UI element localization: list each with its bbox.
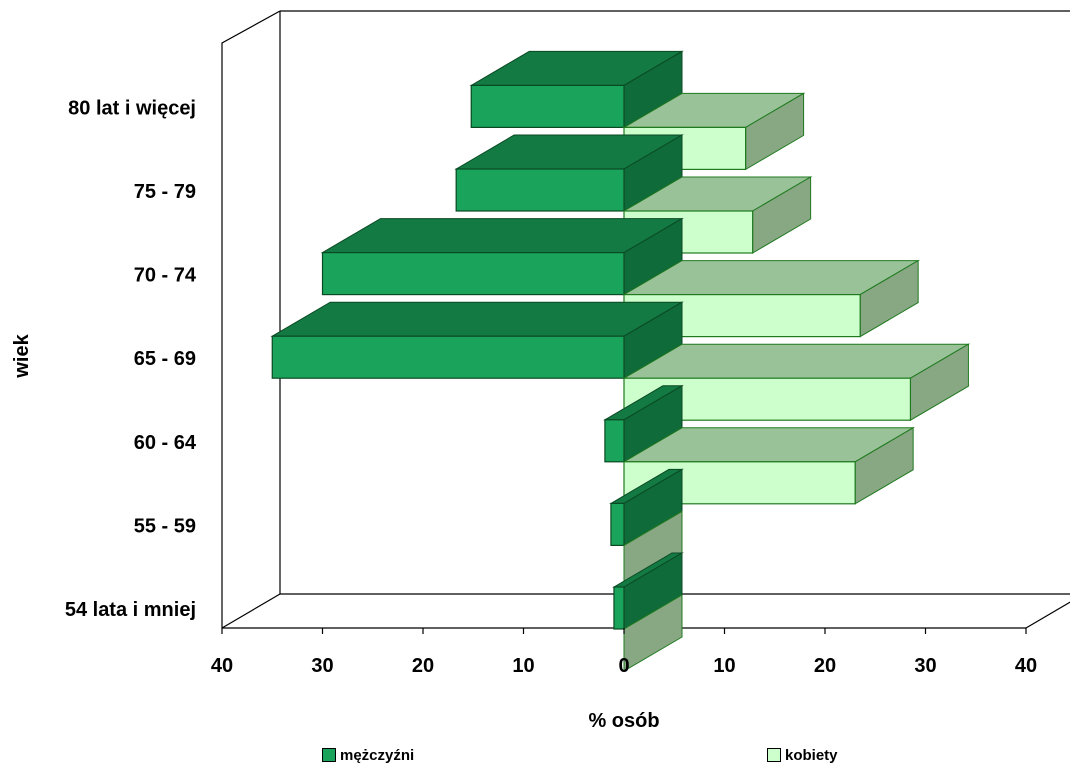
bar-men	[455, 168, 625, 212]
floor-right-edge	[1025, 601, 1070, 629]
bar-men-top	[270, 301, 684, 337]
legend-men-label: mężczyźni	[340, 746, 415, 764]
bar-women-top	[622, 343, 971, 379]
y-category-label: 65 - 69	[134, 348, 196, 370]
y-category-label: 70 - 74	[134, 265, 197, 287]
legend-women-swatch	[767, 748, 781, 762]
bar-men	[610, 502, 625, 546]
x-tick-label: 0	[618, 655, 629, 677]
legend-men-swatch	[322, 748, 336, 762]
bar-men	[613, 586, 625, 630]
chart-bars	[270, 50, 971, 672]
x-tick-label: 30	[914, 655, 936, 677]
y-category-label: 54 lata i mniej	[65, 599, 196, 621]
x-axis-ticks: 40 30 20 10 0 10 20 30 40	[211, 628, 1037, 677]
legend-women-label: kobiety	[785, 746, 838, 764]
x-tick-label: 20	[814, 655, 836, 677]
y-category-label: 60 - 64	[134, 432, 197, 454]
x-tick-label: 10	[512, 655, 534, 677]
y-category-label: 80 lat i więcej	[68, 97, 196, 119]
x-tick-label: 40	[1015, 655, 1037, 677]
x-tick-label: 30	[311, 655, 333, 677]
y-axis-title: wiek	[11, 333, 33, 378]
y-axis-categories: 54 lata i mniej 55 - 59 60 - 64 65 - 69 70 -…	[65, 97, 197, 621]
bar-men	[470, 84, 625, 129]
y-category-label: 55 - 59	[134, 515, 196, 537]
floor-left-edge	[221, 593, 281, 629]
legend-men: mężczyźni	[322, 745, 414, 765]
x-axis-title: % osób	[588, 710, 659, 732]
y-category-label: 75 - 79	[134, 181, 196, 203]
x-tick-label: 40	[211, 655, 233, 677]
bar-men	[321, 252, 625, 296]
bar-women-side	[623, 594, 683, 672]
x-tick-label: 10	[713, 655, 735, 677]
x-tick-label: 20	[412, 655, 434, 677]
bar-men	[271, 335, 625, 379]
bar-men	[604, 419, 625, 463]
bar-men-top	[320, 218, 684, 254]
left-wall-edge	[221, 10, 281, 628]
legend-women: kobiety	[767, 745, 838, 765]
